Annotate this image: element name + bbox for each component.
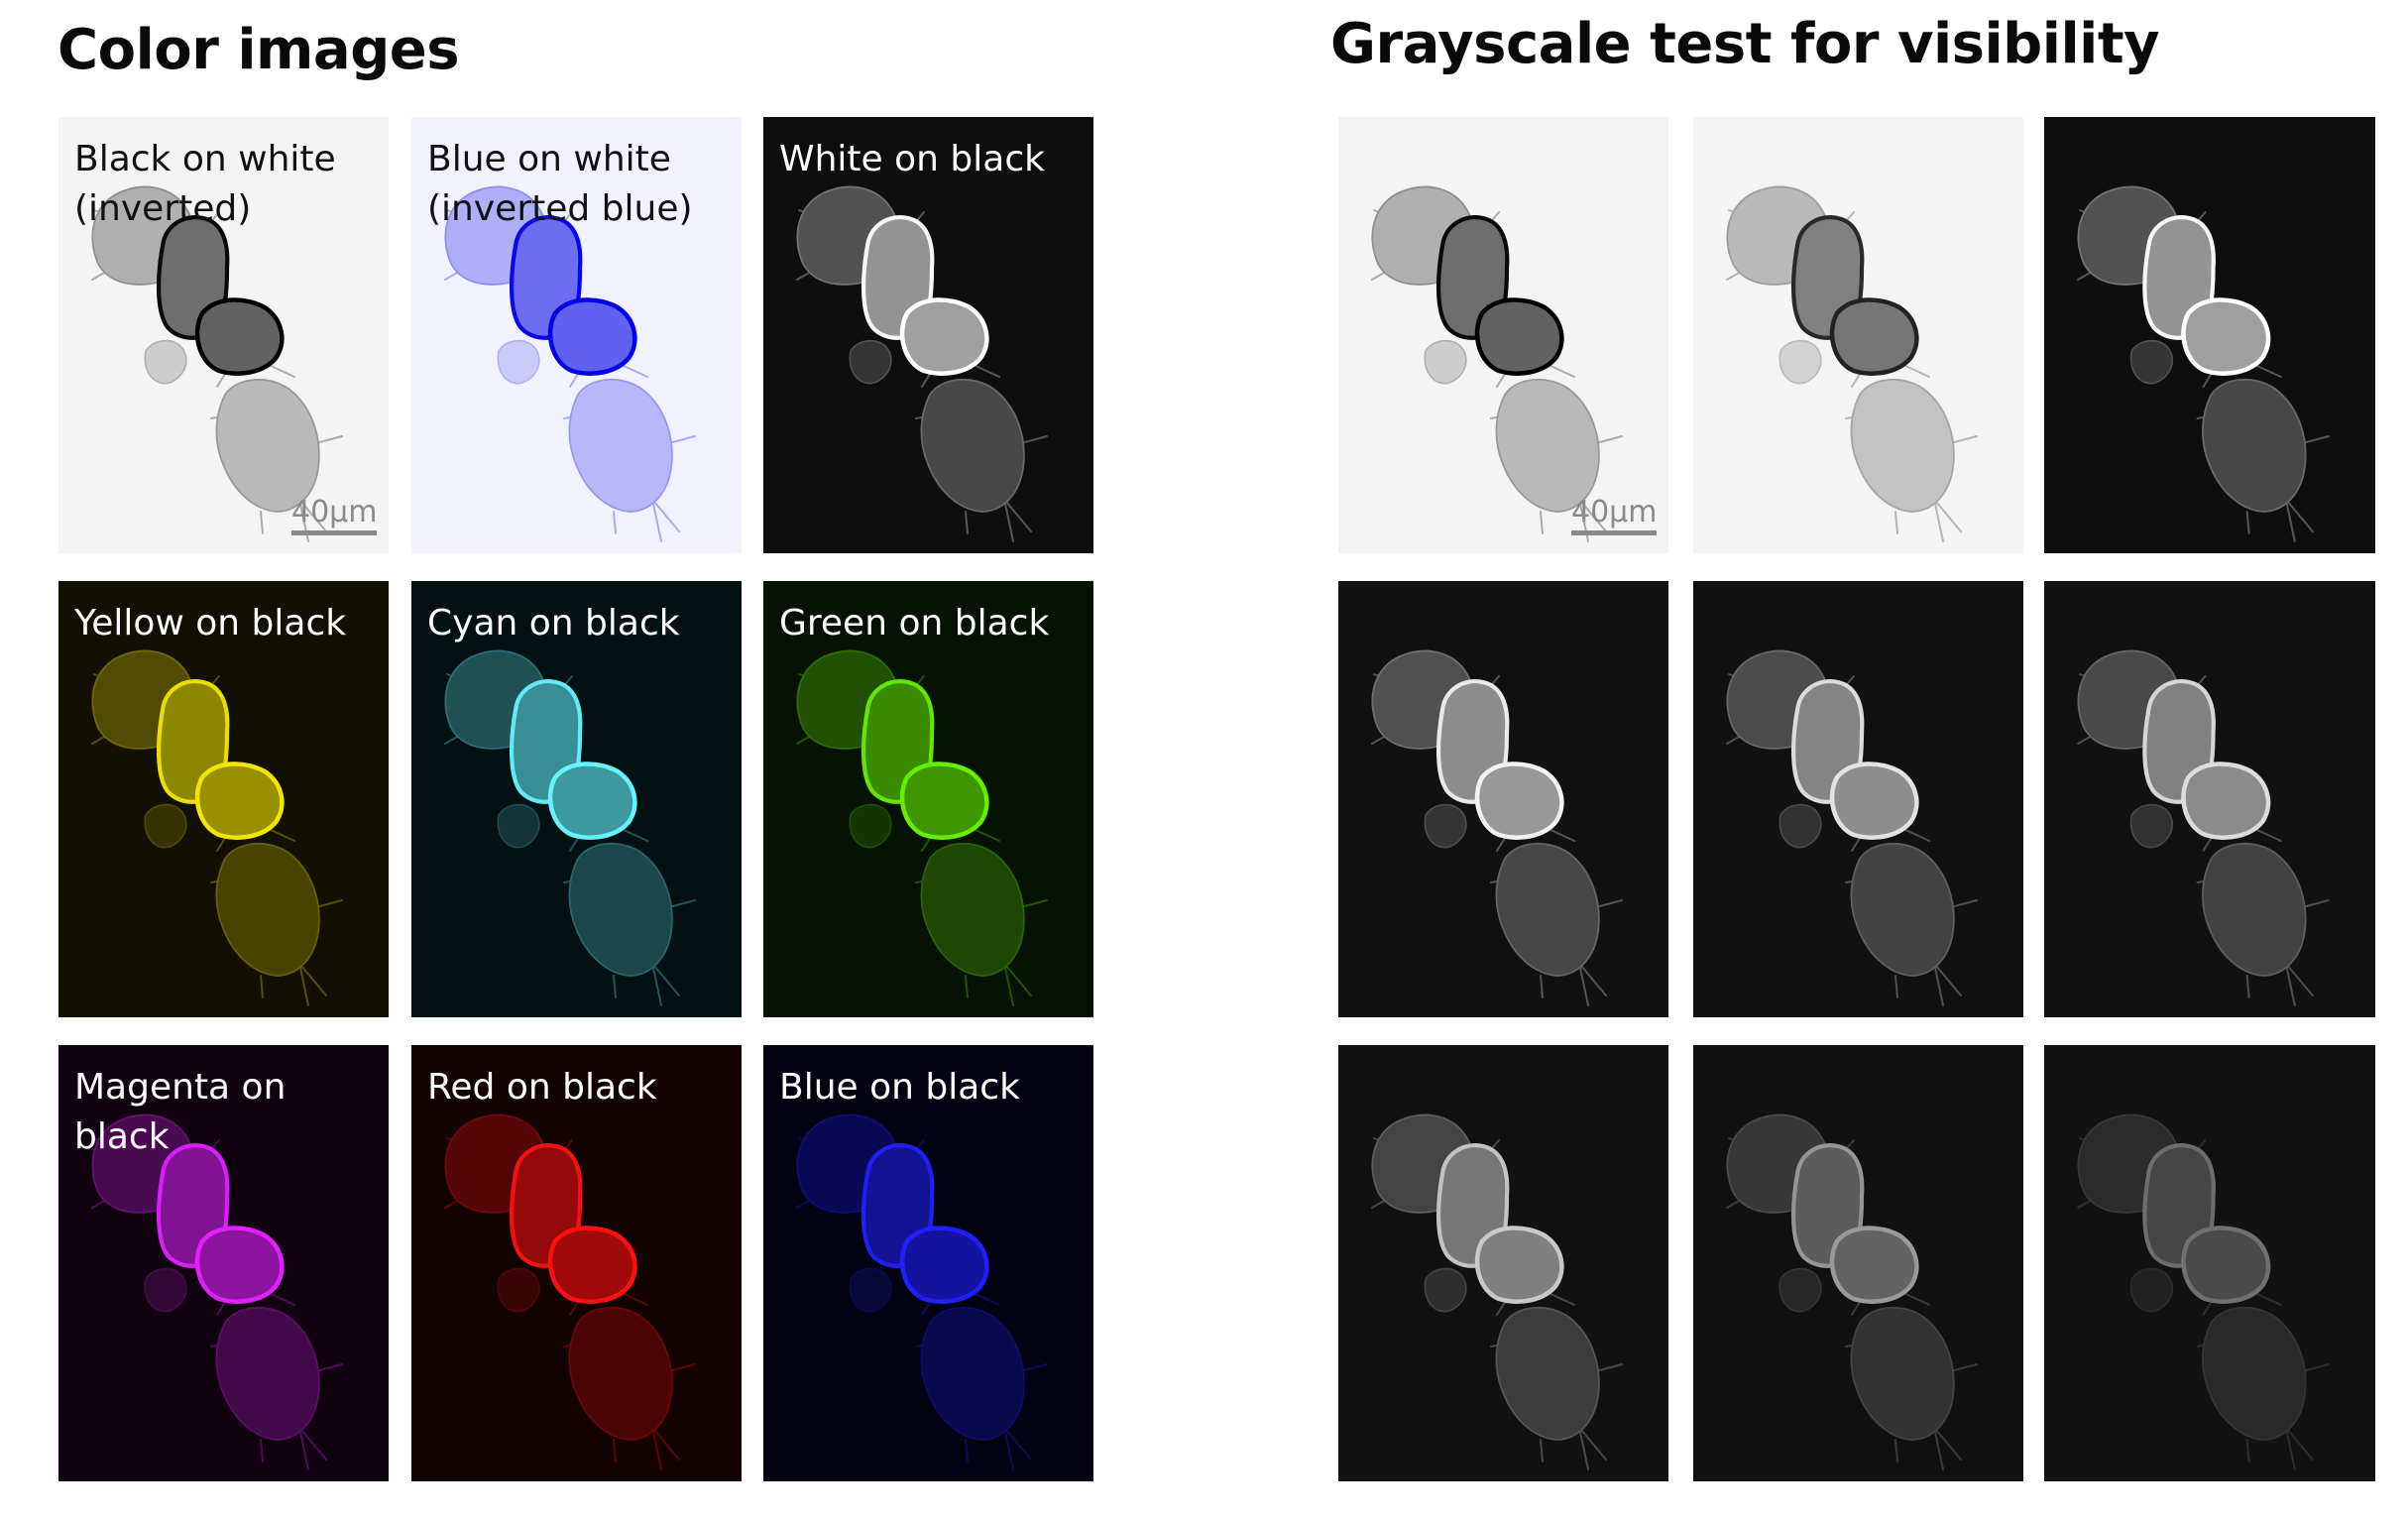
color-panel: Black on white (inverted) 40µm (58, 117, 389, 553)
grayscale-panel (2044, 1045, 2375, 1481)
color-panel: Green on black (763, 581, 1093, 1017)
panel-label: Yellow on black (74, 603, 347, 644)
cell-image (91, 1113, 343, 1470)
scale-bar-label: 40µm (291, 495, 378, 529)
grayscale-panel (1693, 1045, 2023, 1481)
color-panel: Cyan on black (411, 581, 742, 1017)
cell-image (444, 649, 696, 1006)
cell-image (2077, 185, 2330, 542)
cell-image (1726, 1113, 1978, 1470)
cell-image (91, 185, 343, 542)
grayscale-panel (2044, 581, 2375, 1017)
color-panel: Blue on white (inverted blue) (411, 117, 742, 553)
scale-bar: 40µm (1571, 497, 1657, 535)
scale-bar-label: 40µm (1571, 495, 1658, 529)
panel-label: Red on black (427, 1067, 657, 1108)
cell-image (444, 185, 696, 542)
cell-image (796, 649, 1048, 1006)
scale-bar: 40µm (291, 497, 377, 535)
cell-image (444, 1113, 696, 1470)
grayscale-panel (1693, 581, 2023, 1017)
grayscale-panel (1338, 581, 1668, 1017)
grayscale-panel (1693, 117, 2023, 553)
panel-label: White on black (779, 139, 1045, 179)
cell-image (1371, 185, 1623, 542)
scale-bar-line (291, 530, 377, 535)
color-panel: Yellow on black (58, 581, 389, 1017)
panel-label: Blue on white (inverted blue) (427, 139, 693, 229)
color-panel: Blue on black (763, 1045, 1093, 1481)
cell-image (1726, 185, 1978, 542)
scale-bar-line (1571, 530, 1657, 535)
panel-label: Magenta on black (74, 1067, 287, 1157)
panel-label: Cyan on black (427, 603, 680, 644)
color-panel: Magenta on black (58, 1045, 389, 1481)
panel-label: Black on white (inverted) (74, 139, 336, 229)
cell-image (2077, 649, 2330, 1006)
cell-image (1371, 1113, 1623, 1470)
cell-image (796, 185, 1048, 542)
cell-image (1371, 649, 1623, 1006)
cell-image (1726, 649, 1978, 1006)
panel-label: Green on black (779, 603, 1050, 644)
section-title-color-images: Color images (57, 18, 460, 82)
panel-label: Blue on black (779, 1067, 1020, 1108)
cell-image (796, 1113, 1048, 1470)
section-title-grayscale-test: Grayscale test for visibility (1330, 12, 2160, 76)
cell-image (2077, 1113, 2330, 1470)
cell-image (91, 649, 343, 1006)
grayscale-panel (2044, 117, 2375, 553)
color-panel: Red on black (411, 1045, 742, 1481)
color-panel: White on black (763, 117, 1093, 553)
grayscale-panel (1338, 1045, 1668, 1481)
grayscale-panel: 40µm (1338, 117, 1668, 553)
